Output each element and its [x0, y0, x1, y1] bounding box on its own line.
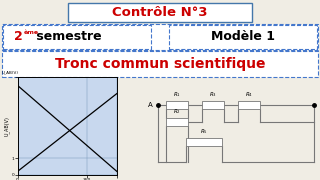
Text: 2: 2: [14, 30, 23, 44]
Text: A: A: [148, 102, 153, 108]
Text: Modèle 1: Modèle 1: [211, 30, 275, 44]
Y-axis label: U_AB(V): U_AB(V): [4, 116, 10, 136]
Text: B: B: [319, 102, 320, 108]
Bar: [166, 118, 188, 126]
FancyBboxPatch shape: [169, 25, 317, 49]
Text: $R_4$: $R_4$: [245, 90, 253, 99]
FancyBboxPatch shape: [2, 24, 318, 50]
Text: $R_1$: $R_1$: [173, 90, 181, 99]
Bar: [166, 101, 188, 109]
Text: Contrôle N°3: Contrôle N°3: [112, 6, 208, 19]
Bar: [202, 101, 224, 109]
Bar: [238, 101, 260, 109]
Bar: [186, 138, 222, 146]
Text: $R_5$: $R_5$: [200, 127, 208, 136]
FancyBboxPatch shape: [2, 51, 318, 77]
Text: ème: ème: [24, 30, 39, 35]
Text: U_AB(V): U_AB(V): [2, 70, 19, 74]
Text: Tronc commun scientifique: Tronc commun scientifique: [55, 57, 265, 71]
Text: $R_2$: $R_2$: [173, 107, 181, 116]
Text: $R_3$: $R_3$: [209, 90, 217, 99]
FancyBboxPatch shape: [68, 3, 252, 22]
FancyBboxPatch shape: [3, 25, 151, 49]
Text: semestre: semestre: [32, 30, 102, 44]
